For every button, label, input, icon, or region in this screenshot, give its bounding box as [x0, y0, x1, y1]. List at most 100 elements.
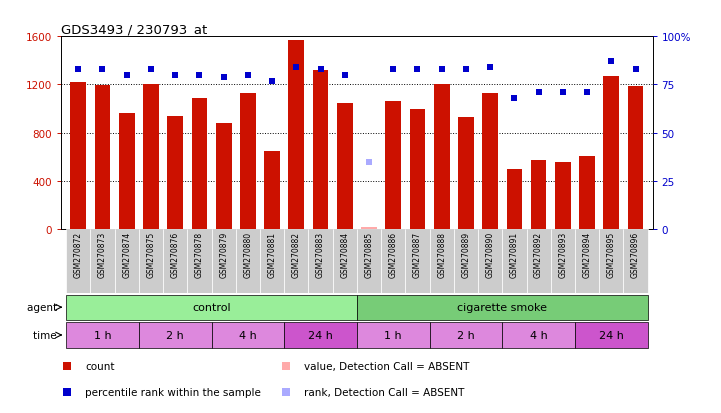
Text: GSM270896: GSM270896	[631, 231, 640, 278]
Text: GSM270889: GSM270889	[461, 231, 470, 278]
Text: GSM270884: GSM270884	[340, 231, 349, 278]
Bar	[555, 162, 571, 230]
Bar	[405, 230, 430, 294]
Text: control: control	[193, 302, 231, 312]
Bar	[309, 230, 332, 294]
Point	[97, 66, 108, 73]
Text: 4 h: 4 h	[530, 330, 547, 340]
Bar	[381, 230, 405, 294]
Text: agent: agent	[27, 302, 60, 312]
Bar	[71, 83, 86, 230]
Bar	[357, 230, 381, 294]
Point	[194, 72, 205, 79]
Text: 2 h: 2 h	[167, 330, 184, 340]
Point	[218, 74, 229, 81]
Text: GSM270876: GSM270876	[171, 231, 180, 278]
Bar	[385, 102, 401, 230]
Point	[61, 363, 73, 369]
Bar	[551, 230, 575, 294]
Point	[363, 159, 375, 166]
Text: GSM270874: GSM270874	[122, 231, 131, 278]
Point	[280, 389, 292, 395]
Bar	[361, 227, 377, 230]
Text: count: count	[85, 361, 115, 371]
Point	[436, 66, 448, 73]
Bar	[531, 161, 547, 230]
Point	[412, 66, 423, 73]
Point	[315, 66, 327, 73]
Bar	[575, 230, 599, 294]
Text: GSM270883: GSM270883	[316, 231, 325, 278]
Bar	[503, 230, 526, 294]
Text: GSM270885: GSM270885	[365, 231, 373, 278]
Text: GDS3493 / 230793_at: GDS3493 / 230793_at	[61, 23, 208, 36]
Bar	[264, 151, 280, 230]
Bar	[458, 118, 474, 230]
Bar	[192, 98, 207, 230]
Point	[145, 66, 156, 73]
Bar	[628, 86, 643, 230]
Bar	[430, 230, 454, 294]
Text: GSM270890: GSM270890	[486, 231, 495, 278]
Text: 1 h: 1 h	[384, 330, 402, 340]
Bar	[66, 323, 139, 348]
Bar	[216, 123, 231, 230]
Bar	[624, 230, 647, 294]
Text: time: time	[33, 330, 60, 340]
Text: value, Detection Call = ABSENT: value, Detection Call = ABSENT	[304, 361, 469, 371]
Text: GSM270882: GSM270882	[292, 231, 301, 277]
Text: GSM270892: GSM270892	[534, 231, 543, 278]
Bar	[211, 230, 236, 294]
Point	[557, 90, 569, 96]
Text: GSM270894: GSM270894	[583, 231, 592, 278]
Bar	[482, 94, 498, 230]
Point	[169, 72, 181, 79]
Point	[280, 363, 292, 369]
Bar	[357, 323, 430, 348]
Text: GSM270879: GSM270879	[219, 231, 228, 278]
Bar	[240, 94, 256, 230]
Bar	[284, 230, 309, 294]
Bar	[332, 230, 357, 294]
Bar	[211, 323, 284, 348]
Bar	[503, 323, 575, 348]
Bar	[139, 230, 163, 294]
Text: 4 h: 4 h	[239, 330, 257, 340]
Bar	[143, 85, 159, 230]
Point	[581, 90, 593, 96]
Text: GSM270878: GSM270878	[195, 231, 204, 278]
Point	[533, 90, 544, 96]
Bar	[507, 169, 522, 230]
Text: 24 h: 24 h	[599, 330, 624, 340]
Point	[242, 72, 254, 79]
Bar	[599, 230, 624, 294]
Point	[266, 78, 278, 85]
Text: 1 h: 1 h	[94, 330, 111, 340]
Bar	[94, 86, 110, 230]
Point	[291, 64, 302, 71]
Text: 24 h: 24 h	[308, 330, 333, 340]
Text: GSM270875: GSM270875	[146, 231, 156, 278]
Bar	[236, 230, 260, 294]
Bar	[66, 230, 90, 294]
Text: percentile rank within the sample: percentile rank within the sample	[85, 387, 261, 397]
Point	[61, 389, 73, 395]
Bar	[139, 323, 211, 348]
Bar	[119, 114, 135, 230]
Bar	[284, 323, 357, 348]
Bar	[410, 109, 425, 230]
Point	[629, 66, 641, 73]
Bar	[115, 230, 139, 294]
Bar	[187, 230, 211, 294]
Bar	[90, 230, 115, 294]
Bar	[313, 71, 329, 230]
Bar	[163, 230, 187, 294]
Bar	[66, 295, 357, 320]
Point	[339, 72, 350, 79]
Point	[460, 66, 472, 73]
Text: GSM270880: GSM270880	[244, 231, 252, 278]
Text: 2 h: 2 h	[457, 330, 475, 340]
Text: rank, Detection Call = ABSENT: rank, Detection Call = ABSENT	[304, 387, 464, 397]
Text: GSM270888: GSM270888	[437, 231, 446, 277]
Text: GSM270891: GSM270891	[510, 231, 519, 278]
